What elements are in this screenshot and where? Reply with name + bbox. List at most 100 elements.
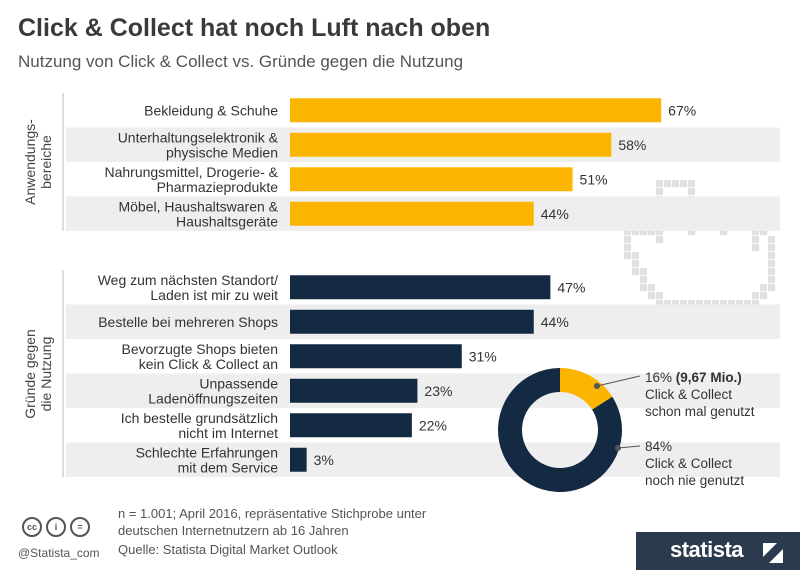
statista-handle: @Statista_com: [18, 546, 100, 560]
donut-extra-used: (9,67 Mio.): [675, 370, 742, 385]
donut-line-used-2: schon mal genutzt: [645, 404, 755, 419]
cursor-pixel: [632, 260, 639, 267]
cursor-pixel: [744, 300, 751, 307]
donut-value-used: 16%: [645, 370, 673, 385]
row-background: [66, 442, 780, 477]
cursor-pixel: [720, 300, 727, 307]
bar: [290, 378, 418, 403]
bar-value-label: 67%: [668, 102, 696, 118]
bar-value-label: 44%: [541, 206, 569, 222]
bar-value-label: 22%: [419, 417, 447, 433]
category-label: Ich bestelle grundsätzlich: [121, 410, 278, 426]
bar-value-label: 31%: [469, 348, 497, 364]
source-text: Quelle: Statista Digital Market Outlook: [118, 542, 338, 557]
cursor-pixel: [680, 180, 687, 187]
brand-text: statista: [670, 537, 744, 562]
group-title-line: Gründe gegen: [22, 328, 38, 419]
cursor-pixel: [648, 292, 655, 299]
statista-logo-icon: [763, 543, 783, 563]
cursor-pixel: [632, 268, 639, 275]
bar-value-label: 51%: [580, 171, 608, 187]
cursor-pixel: [640, 268, 647, 275]
donut-slice: [560, 368, 613, 410]
cursor-pixel: [640, 228, 647, 235]
category-label: Weg zum nächsten Standort/: [98, 272, 278, 288]
category-label: Bevorzugte Shops bieten: [122, 341, 278, 357]
statista-brand[interactable]: statista: [636, 532, 800, 570]
cursor-pixel: [752, 236, 759, 243]
nd-icon: =: [70, 517, 90, 537]
sample-note: n = 1.001; April 2016, repräsentative St…: [118, 506, 427, 538]
category-label: Haushaltsgeräte: [176, 213, 278, 229]
cursor-pixel: [656, 236, 663, 243]
by-icon: i: [46, 517, 66, 537]
cursor-pixel: [752, 292, 759, 299]
cursor-pixel: [688, 180, 695, 187]
bar: [290, 201, 534, 226]
cursor-pixel: [656, 300, 663, 307]
donut-value-never: 84%: [645, 439, 673, 454]
cursor-pixel: [624, 252, 631, 259]
cursor-pixel: [768, 284, 775, 291]
donut-slice: [498, 368, 622, 493]
cursor-pixel: [672, 300, 679, 307]
cursor-pixel: [768, 268, 775, 275]
bar-value-label: 23%: [424, 383, 452, 399]
cursor-pixel: [712, 300, 719, 307]
cursor-pixel: [664, 300, 671, 307]
donut-line-used-1: Click & Collect: [645, 387, 733, 402]
bar-value-label: 3%: [314, 452, 334, 468]
cursor-pixel: [768, 236, 775, 243]
cursor-pixel: [640, 284, 647, 291]
row-background: [66, 373, 780, 408]
cursor-pixel: [680, 300, 687, 307]
cursor-pixel: [752, 300, 759, 307]
cursor-pixel: [656, 180, 663, 187]
cursor-pixel: [624, 228, 631, 235]
donut-pointer-line: [617, 445, 641, 449]
cursor-pixel: [752, 228, 759, 235]
group-title-reasons: Gründe gegen die Nutzung: [22, 299, 54, 449]
cc-icon: cc: [22, 517, 42, 537]
group-title-line: bereiche: [38, 135, 54, 189]
bar: [290, 167, 573, 192]
bar: [290, 447, 307, 472]
category-label: Ladenöffnungszeiten: [148, 390, 278, 406]
category-label: Bestelle bei mehreren Shops: [98, 314, 278, 330]
donut-label-never: 84% Click & Collect noch nie genutzt: [645, 438, 744, 489]
category-label: Unpassende: [199, 375, 278, 391]
category-label: physische Medien: [166, 144, 278, 160]
license-icons: cc i =: [22, 517, 90, 537]
bar-value-label: 58%: [618, 137, 646, 153]
cursor-pixel: [664, 180, 671, 187]
cursor-pixel: [648, 228, 655, 235]
cursor-pixel: [696, 300, 703, 307]
bar: [290, 309, 534, 334]
cursor-pixel: [632, 252, 639, 259]
cursor-pixel: [768, 276, 775, 283]
category-label: Bekleidung & Schuhe: [144, 102, 278, 118]
donut-line-never-2: noch nie genutzt: [645, 473, 745, 488]
cursor-pixel: [728, 300, 735, 307]
chart-subtitle: Nutzung von Click & Collect vs. Gründe g…: [18, 52, 464, 71]
cursor-pixel: [624, 236, 631, 243]
category-label: Laden ist mir zu weit: [150, 287, 278, 303]
bar-value-label: 44%: [541, 314, 569, 330]
bar: [290, 275, 551, 300]
category-label: Unterhaltungselektronik &: [118, 129, 279, 145]
group-title-line: Anwendungs-: [22, 119, 38, 205]
cursor-pixel: [688, 228, 695, 235]
donut-pointer-line: [596, 375, 641, 387]
cursor-pixel: [632, 228, 639, 235]
cursor-pixel: [736, 300, 743, 307]
cursor-pixel: [760, 284, 767, 291]
cursor-pixel: [640, 276, 647, 283]
cursor-pixel: [688, 300, 695, 307]
cursor-pixel: [656, 228, 663, 235]
category-label: mit dem Service: [178, 459, 279, 475]
bar-rows: 67% Bekleidung & Schuhe 58% Unterhaltungsel…: [62, 93, 780, 477]
cursor-pixel: [768, 252, 775, 259]
cursor-pixel: [624, 244, 631, 251]
category-label: Möbel, Haushaltswaren &: [118, 198, 278, 214]
